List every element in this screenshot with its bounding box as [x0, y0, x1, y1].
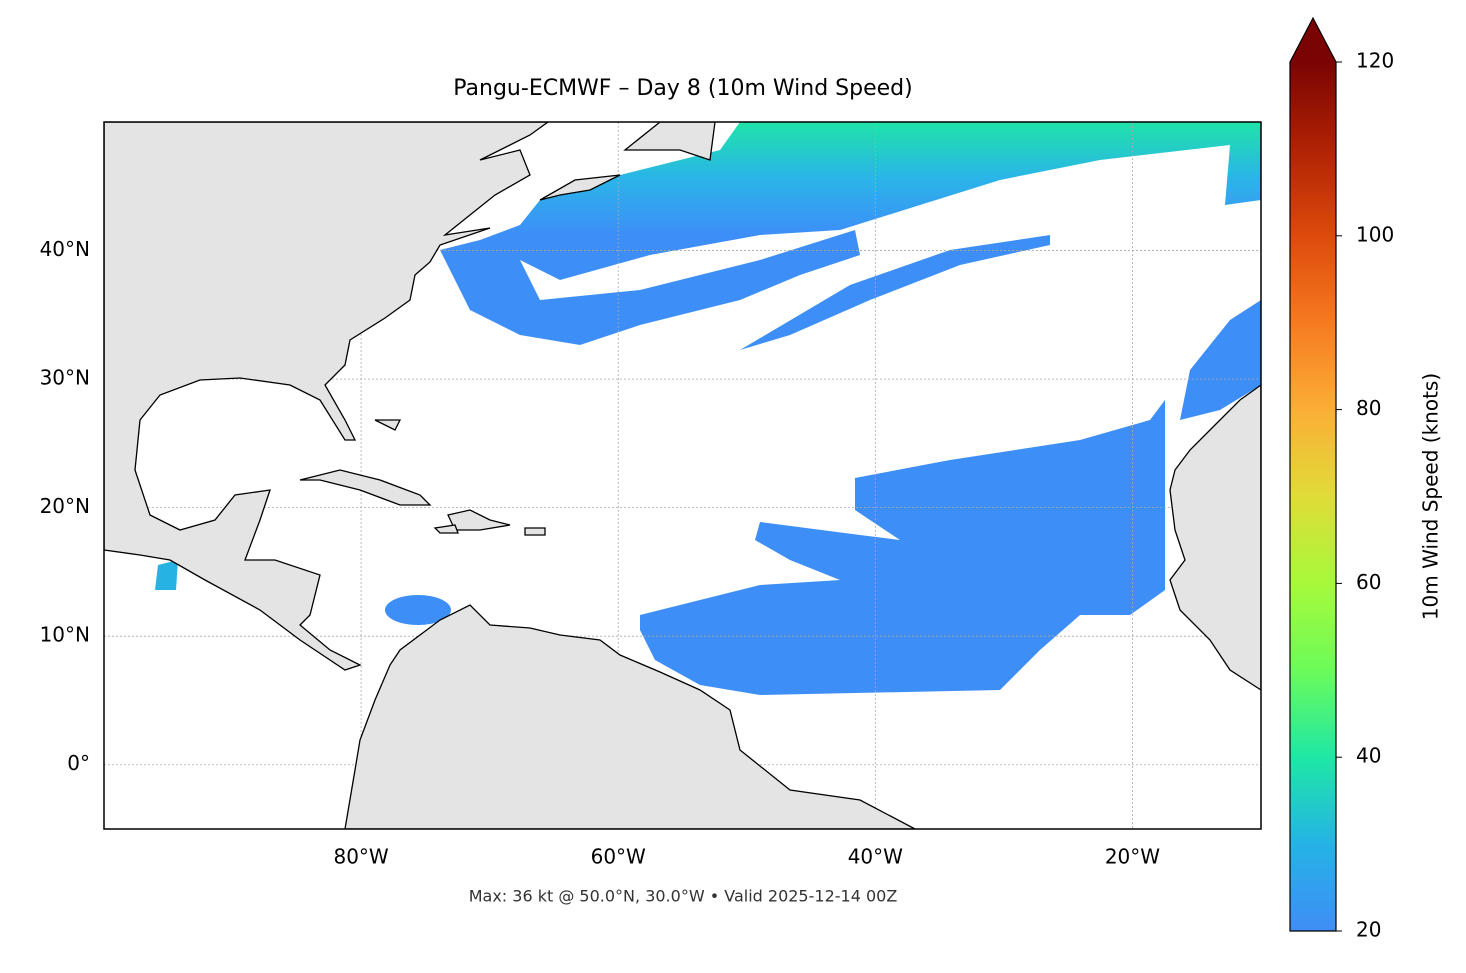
colorbar-tick-label: 40: [1356, 744, 1381, 768]
wind-field: [1180, 300, 1261, 420]
y-tick-label: 30°N: [40, 366, 90, 390]
land: [623, 122, 716, 161]
title: Pangu-ECMWF – Day 8 (10m Wind Speed): [453, 76, 912, 101]
colorbar-tick-label: 20: [1356, 918, 1381, 942]
y-tick-label: 10°N: [40, 623, 90, 647]
colorbar-fill: [1290, 62, 1336, 931]
axes-frame: [103, 121, 1262, 830]
land: [1169, 384, 1261, 691]
land: [299, 469, 432, 506]
x-tick-label: 40°W: [848, 845, 903, 869]
wind-field: [155, 560, 178, 590]
footer: Max: 36 kt @ 50.0°N, 30.0°W • Valid 2025…: [469, 887, 898, 906]
colorbar-extend: [1290, 18, 1336, 62]
land: [539, 174, 621, 201]
wind-field: [740, 235, 1050, 350]
colorbar-tick-label: 80: [1356, 396, 1381, 420]
colorbar: 20 40 60 80 100 120 10m Wind Speed (knots): [1289, 16, 1443, 942]
y-tick-label: 20°N: [40, 494, 90, 518]
colorbar-tick-label: 60: [1356, 570, 1381, 594]
land: [433, 524, 459, 534]
land: [374, 419, 402, 431]
colorbar-label: 10m Wind Speed (knots): [1419, 373, 1443, 620]
map-area: [104, 122, 1261, 829]
wind-field: [440, 122, 1261, 345]
y-tick-label: 0°: [67, 751, 90, 775]
land: [524, 527, 546, 536]
colorbar-tick-label: 120: [1356, 49, 1394, 73]
x-tick-label: 20°W: [1105, 845, 1160, 869]
x-tick-label: 60°W: [591, 845, 646, 869]
colorbar-frame: [1289, 16, 1337, 932]
y-tick-label: 40°N: [40, 237, 90, 261]
land: [447, 509, 511, 531]
wind-field: [640, 400, 1165, 695]
wind-field: [385, 595, 451, 625]
land: [344, 604, 916, 829]
x-tick-label: 80°W: [333, 845, 388, 869]
colorbar-tick-label: 100: [1356, 222, 1394, 246]
land: [104, 122, 550, 671]
